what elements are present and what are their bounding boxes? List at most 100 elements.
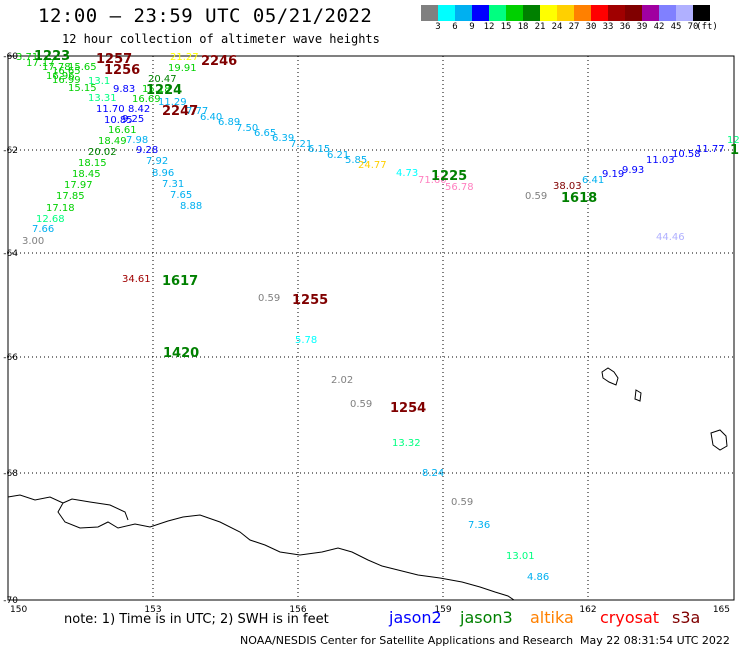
page-subtitle: 12 hour collection of altimeter wave hei… [62,32,380,46]
wave-height-reading: 17.85 [56,191,85,202]
wave-height-reading: 9.19 [602,169,624,180]
wave-height-reading: 38.03 [553,181,582,192]
wave-height-reading: 7.98 [126,135,148,146]
color-scale-label: 70 [687,22,699,32]
color-swatch [557,5,574,21]
wave-height-reading: 4.73 [396,168,418,179]
pass-time-label: 2246 [201,54,237,69]
pass-time-label: 1618 [561,191,597,206]
wave-height-reading: 18.45 [72,169,101,180]
pass-time-label: 2247 [162,104,198,119]
pass-time-label: 1225 [431,169,467,184]
pass-time-label: 1255 [292,293,328,308]
wave-height-reading: 19.91 [168,63,197,74]
wave-height-reading: 21.27 [170,52,199,63]
wave-height-reading: 17.78 [42,62,71,73]
wave-height-reading: 3.00 [22,236,44,247]
color-swatch [608,5,625,21]
wave-height-reading: 7.65 [170,190,192,201]
coast-inlet [62,498,129,521]
wave-height-reading: 6.65 [254,128,276,139]
wave-height-reading: 5.85 [345,155,367,166]
wave-height-reading: 16.61 [108,125,137,136]
wave-height-reading: 24.77 [358,160,387,171]
wave-height-reading: 0.59 [525,191,547,202]
wave-height-reading: 5.78 [295,335,317,346]
color-scale-label: 3 [435,22,441,32]
color-swatch [489,5,506,21]
color-swatch [574,5,591,21]
color-scale-label: 9 [469,22,475,32]
wave-height-reading: 15.65 [68,62,97,73]
color-swatch [540,5,557,21]
color-scale-label: 42 [653,22,665,32]
antarctic-coastline [7,494,515,601]
legend-item-s3a: s3a [672,608,701,627]
color-swatch [625,5,642,21]
color-scale-bar [421,5,710,21]
color-scale-label: 39 [636,22,648,32]
wave-height-reading: 8.24 [422,468,444,479]
wave-height-reading: 4.86 [527,572,549,583]
wave-height-reading: 20.47 [148,74,177,85]
color-swatch [642,5,659,21]
wave-height-reading: 11.77 [696,144,725,155]
wave-height-reading: 10.85 [104,115,133,126]
wave-height-reading: 6.40 [200,112,222,123]
color-scale-label: 24 [551,22,563,32]
color-swatch [455,5,472,21]
wave-height-reading: 7.50 [236,123,258,134]
color-scale-label: 6 [452,22,458,32]
color-scale-label: 18 [517,22,529,32]
wave-height-reading: 12.68 [36,214,65,225]
pass-time-label: 1254 [390,401,426,416]
pass-time-label: 1257 [96,52,132,67]
color-swatch [472,5,489,21]
wave-height-reading: 15.18 [142,84,171,95]
wave-height-reading: 6.21 [327,150,349,161]
color-scale-labels: 3 6 9 12 15 18 21 24 27 30 33 36 39 42 45 70 (ft) [421,22,740,34]
y-tick-label: -66 [3,353,18,363]
pass-time-label: 1617 [162,274,198,289]
pass-time-label: 1 [730,143,739,158]
wave-height-reading: 11.29 [158,97,187,108]
wave-height-reading: 11.70 [96,104,125,115]
wave-height-reading: 56.78 [445,182,474,193]
wave-height-reading: 17.97 [64,180,93,191]
color-scale-label: 15 [500,22,512,32]
color-swatch [693,5,710,21]
wave-height-reading: 16.69 [132,94,161,105]
wave-height-reading: 6.39 [272,133,294,144]
wave-height-reading: 15.15 [68,83,97,94]
wave-height-reading: 13.31 [88,93,117,104]
axis-tick-labels: 150 153 156 159 162 165 -60 -62 -64 -66 -68 -70 [3,52,730,615]
color-swatch [676,5,693,21]
wave-height-reading: 16.65 [52,66,81,77]
wave-height-reading: 9.25 [122,114,144,125]
pass-time-label: 1256 [104,63,140,78]
wave-height-reading: 7.21 [290,139,312,150]
wave-height-reading: 3.71 [16,52,38,63]
color-swatch [591,5,608,21]
wave-height-reading: 9.93 [622,165,644,176]
wave-height-reading: 9.28 [136,145,158,156]
pass-time-label: 1224 [146,83,182,98]
color-scale-label: (ft) [696,22,718,32]
legend-item-cryosat: cryosat [600,608,660,627]
wave-height-reading: 34.61 [122,274,151,285]
wave-height-reading: 8.42 [128,104,150,115]
page-title: 12:00 — 23:59 UTC 05/21/2022 [38,5,373,27]
wave-height-reading: 44.46 [656,232,685,243]
color-swatch [506,5,523,21]
x-tick-label: 150 [10,605,27,615]
pass-time-label: 1420 [163,346,199,361]
wave-height-reading: 7.36 [468,520,490,531]
generated-timestamp: May 22 08:31:54 UTC 2022 [580,634,730,647]
wave-height-reading: 7.66 [32,224,54,235]
wave-height-reading: 9.83 [113,84,135,95]
y-tick-label: -70 [3,596,18,606]
color-scale-label: 45 [670,22,682,32]
